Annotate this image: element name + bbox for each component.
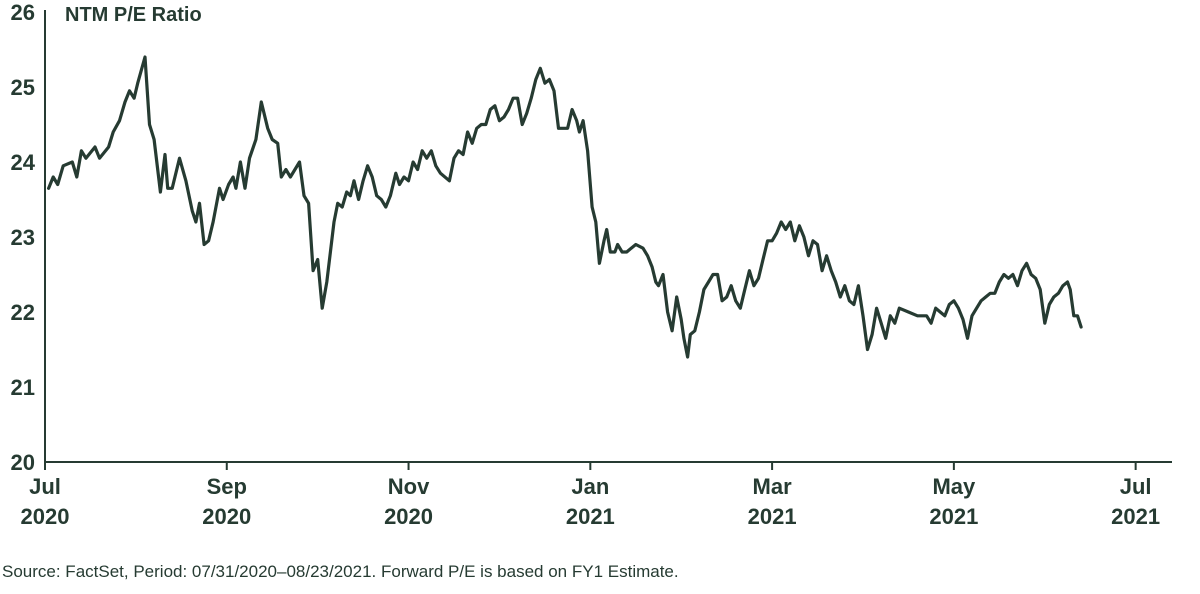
x-tick-label-6-1: 2021 bbox=[1111, 504, 1160, 529]
x-tick-label-1-1: 2020 bbox=[202, 504, 251, 529]
x-tick-label-2-0: Nov bbox=[388, 474, 430, 499]
x-tick-label-0-1: 2020 bbox=[21, 504, 70, 529]
y-tick-label-26: 26 bbox=[11, 0, 35, 25]
y-tick-label-20: 20 bbox=[11, 450, 35, 475]
x-tick-label-0-0: Jul bbox=[29, 474, 61, 499]
x-tick-label-3-1: 2021 bbox=[566, 504, 615, 529]
y-tick-label-21: 21 bbox=[11, 375, 35, 400]
source-note: Source: FactSet, Period: 07/31/2020–08/2… bbox=[2, 562, 679, 581]
y-tick-label-22: 22 bbox=[11, 300, 35, 325]
x-tick-label-6-0: Jul bbox=[1120, 474, 1152, 499]
x-tick-label-5-0: May bbox=[932, 474, 976, 499]
y-axis: 20 21 22 23 24 25 26 bbox=[11, 0, 46, 475]
x-tick-label-3-0: Jan bbox=[571, 474, 609, 499]
x-tick-label-1-0: Sep bbox=[207, 474, 247, 499]
x-tick-label-2-1: 2020 bbox=[384, 504, 433, 529]
x-tick-label-4-1: 2021 bbox=[748, 504, 797, 529]
x-axis: Jul 2020 Sep 2020 Nov 2020 Jan 2021 Mar 2021 May 20… bbox=[21, 461, 1172, 529]
y-tick-label-25: 25 bbox=[11, 75, 35, 100]
series-line bbox=[47, 55, 1083, 359]
y-tick-label-24: 24 bbox=[11, 150, 36, 175]
y-tick-label-23: 23 bbox=[11, 225, 35, 250]
x-tick-label-5-1: 2021 bbox=[929, 504, 978, 529]
y-axis-label: NTM P/E Ratio bbox=[65, 4, 202, 26]
x-tick-label-4-0: Mar bbox=[753, 474, 793, 499]
